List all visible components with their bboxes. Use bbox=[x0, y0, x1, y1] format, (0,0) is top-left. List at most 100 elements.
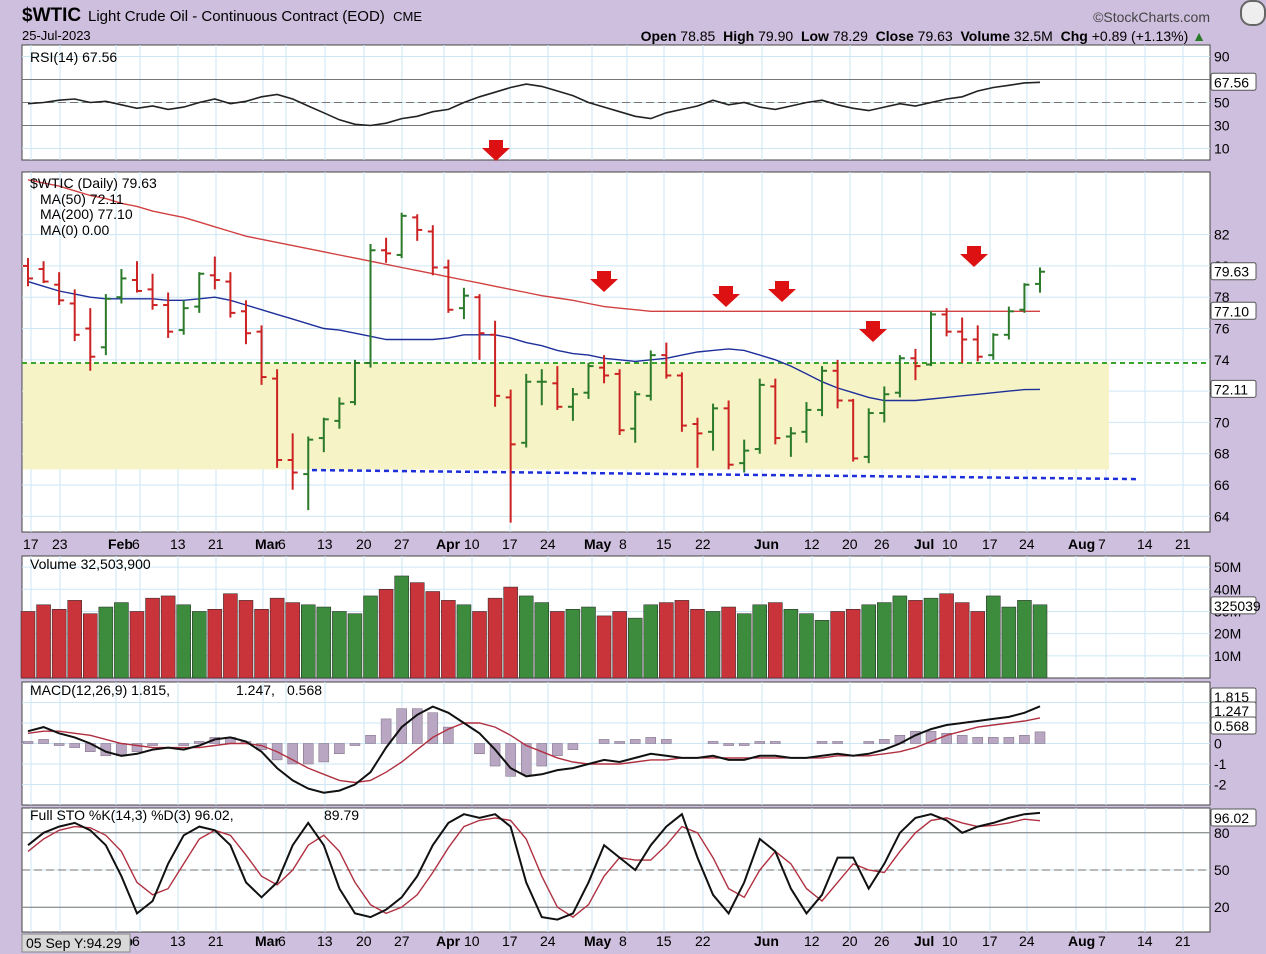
volume-bar bbox=[207, 608, 223, 679]
macd-histogram-bar bbox=[505, 743, 516, 777]
chart-date: 25-Jul-2023 bbox=[22, 28, 91, 43]
x-tick-label: 6 bbox=[278, 536, 286, 552]
volume-bar bbox=[908, 600, 923, 679]
volume-bar bbox=[939, 593, 954, 679]
x-tick-label-bottom: 22 bbox=[695, 933, 711, 949]
volume-bar bbox=[986, 595, 1001, 679]
volume-bar bbox=[20, 611, 36, 679]
volume-bar bbox=[503, 586, 518, 679]
x-tick-label: 15 bbox=[656, 536, 672, 552]
volume-bar bbox=[518, 595, 534, 679]
x-tick-label-bottom: 6 bbox=[132, 933, 140, 949]
x-tick-label-bottom: 21 bbox=[1175, 933, 1191, 949]
x-tick-label-bottom: 27 bbox=[394, 933, 410, 949]
x-tick-label-bottom: 6 bbox=[278, 933, 286, 949]
x-tick-label: 24 bbox=[1019, 536, 1035, 552]
sto-ytick: 20 bbox=[1214, 899, 1230, 915]
macd-histogram-bar bbox=[988, 737, 999, 744]
red-arrow-marker bbox=[482, 140, 510, 161]
volume-bar bbox=[223, 593, 238, 679]
macd-histogram-bar bbox=[879, 739, 890, 744]
x-tick-label-bottom: 13 bbox=[170, 933, 186, 949]
macd-histogram-bar bbox=[349, 743, 361, 746]
volume-ytick: 50M bbox=[1214, 559, 1241, 575]
macd-histogram-bar bbox=[614, 741, 625, 744]
macd-ytick: -2 bbox=[1214, 777, 1227, 793]
x-tick-label-bottom: 21 bbox=[208, 933, 224, 949]
macd-histogram-bar bbox=[536, 743, 548, 767]
x-tick-label: Apr bbox=[436, 536, 461, 552]
x-tick-label-bottom: 24 bbox=[1019, 933, 1035, 949]
ma0-legend: MA(0) 0.00 bbox=[40, 222, 109, 238]
macd-title-v2: 1.247, bbox=[236, 682, 275, 698]
ma50-last-tag: 72.11 bbox=[1214, 381, 1248, 397]
volume-bar bbox=[783, 608, 799, 679]
red-arrow-marker bbox=[590, 271, 618, 292]
x-tick-label-bottom: May bbox=[584, 933, 611, 949]
macd-histogram-bar bbox=[178, 743, 189, 746]
sto-last-tag: 96.02 bbox=[1214, 810, 1249, 826]
sto-ytick: 80 bbox=[1214, 825, 1230, 841]
macd-histogram-bar bbox=[380, 718, 392, 744]
x-tick-label-bottom: 10 bbox=[464, 933, 480, 949]
volume-bar bbox=[36, 604, 51, 679]
volume-bar bbox=[565, 608, 581, 679]
x-tick-label: 22 bbox=[695, 536, 711, 552]
macd-histogram-bar bbox=[567, 743, 579, 750]
macd-histogram-bar bbox=[53, 743, 65, 746]
corner-button[interactable] bbox=[1240, 0, 1266, 26]
macd-histogram-bar bbox=[287, 743, 298, 765]
volume-bar bbox=[768, 602, 783, 679]
x-tick-label: Feb bbox=[108, 536, 133, 552]
macd-histogram-bar bbox=[723, 743, 734, 746]
x-tick-label: 10 bbox=[464, 536, 480, 552]
x-tick-label: Aug bbox=[1068, 536, 1095, 552]
status-tooltip-box bbox=[21, 933, 131, 953]
x-tick-label: 20 bbox=[356, 536, 372, 552]
sto-ytick: 50 bbox=[1214, 862, 1230, 878]
macd-histogram-bar bbox=[661, 739, 672, 744]
macd-title: MACD(12,26,9) 1.815, bbox=[30, 682, 170, 698]
price-ytick: 76 bbox=[1214, 321, 1230, 337]
volume-bar bbox=[550, 611, 565, 679]
price-last-tag: 79.63 bbox=[1214, 264, 1249, 280]
macd-histogram-bar bbox=[131, 743, 143, 752]
volume-bar bbox=[596, 615, 612, 679]
x-tick-label: 12 bbox=[804, 536, 820, 552]
macd-ytick: 0 bbox=[1214, 736, 1222, 752]
volume-bar bbox=[300, 604, 316, 679]
volume-bar bbox=[363, 595, 378, 679]
volume-bar bbox=[332, 611, 347, 679]
price-ytick: 66 bbox=[1214, 477, 1230, 493]
x-tick-label-bottom: Mar bbox=[255, 933, 280, 949]
volume-bar bbox=[316, 606, 332, 679]
volume-bar bbox=[970, 611, 985, 679]
volume-bar bbox=[487, 597, 503, 679]
x-tick-label: 27 bbox=[394, 536, 410, 552]
volume-bar bbox=[659, 602, 674, 679]
macd-histogram-bar bbox=[411, 708, 423, 744]
x-tick-label-bottom: 13 bbox=[317, 933, 333, 949]
volume-bar bbox=[51, 608, 67, 679]
x-tick-label: May bbox=[584, 536, 611, 552]
volume-bar bbox=[861, 604, 876, 679]
macd-histogram-bar bbox=[474, 743, 485, 754]
volume-bar bbox=[705, 611, 721, 679]
volume-ytick: 40M bbox=[1214, 581, 1241, 597]
x-tick-label: 8 bbox=[619, 536, 627, 552]
volume-ytick: 10M bbox=[1214, 648, 1241, 664]
volume-bar bbox=[845, 608, 861, 679]
volume-bar bbox=[269, 597, 285, 679]
ma200-legend: MA(200) 77.10 bbox=[40, 206, 133, 222]
x-tick-label-bottom: 17 bbox=[502, 933, 518, 949]
x-tick-label: 21 bbox=[1175, 536, 1191, 552]
x-tick-label: 17 bbox=[23, 536, 39, 552]
macd-histogram-bar bbox=[754, 741, 766, 744]
macd-histogram-bar bbox=[1003, 737, 1015, 744]
x-tick-label-bottom: 15 bbox=[656, 933, 672, 949]
volume-title: Volume 32,503,900 bbox=[30, 556, 151, 572]
volume-bar bbox=[176, 604, 191, 679]
x-tick-label: Jun bbox=[754, 536, 779, 552]
volume-bar bbox=[145, 597, 160, 679]
macd-title-v3: 0.568 bbox=[287, 682, 322, 698]
